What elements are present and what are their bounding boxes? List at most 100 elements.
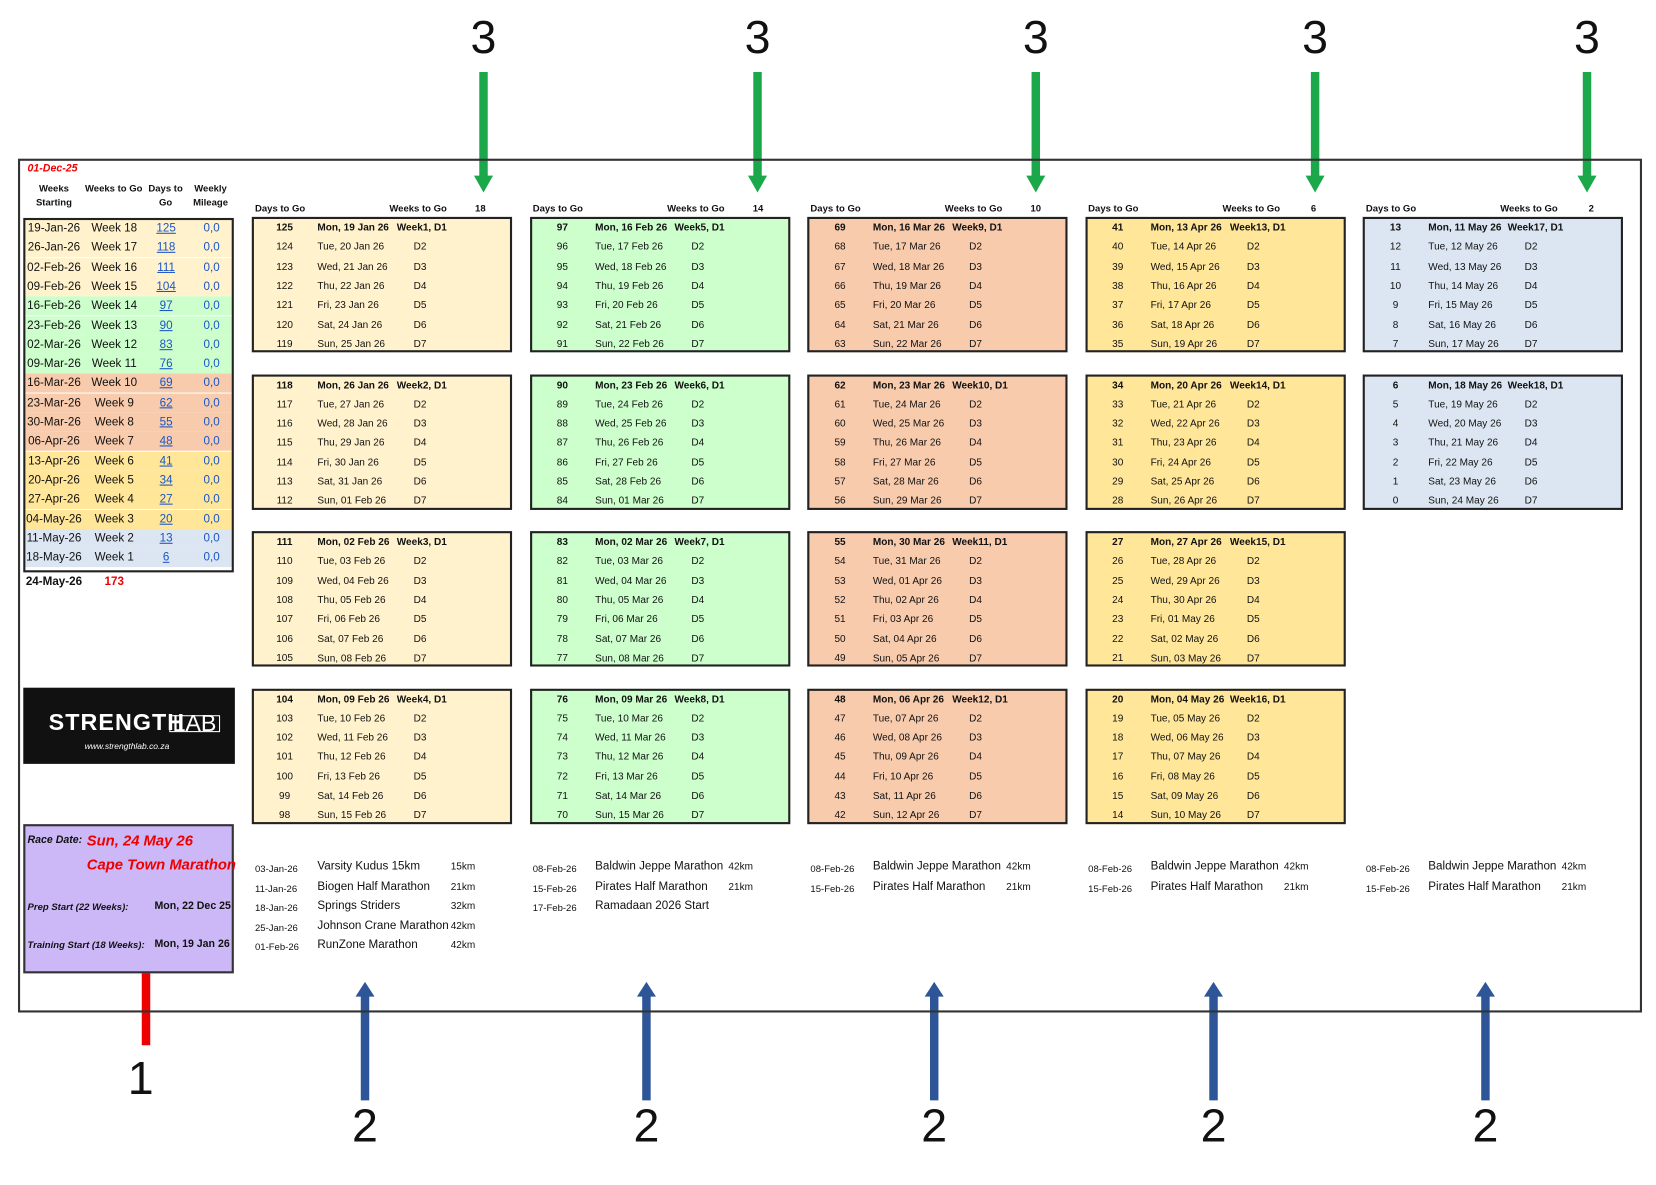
- day-date: Fri, 30 Jan 26: [317, 456, 379, 469]
- days-to-go: 10: [1389, 280, 1402, 292]
- summary-row: [25, 315, 232, 335]
- day-label: D5: [413, 770, 427, 783]
- days-to-go-link: 62: [159, 396, 173, 410]
- day-date: Mon, 02 Mar 26: [595, 536, 668, 549]
- race-list-date: 08-Feb-26: [532, 863, 577, 874]
- day-label: D2: [413, 241, 427, 254]
- day-label: D4: [413, 751, 427, 764]
- days-to-go: 74: [556, 732, 568, 744]
- days-to-go: 12: [1389, 241, 1402, 254]
- week-block: [1362, 374, 1623, 510]
- day-date: Tue, 17 Feb 26: [595, 241, 663, 254]
- days-to-go-link: 6: [162, 551, 170, 565]
- days-to-go: 123: [276, 260, 293, 273]
- days-to-go: 68: [834, 241, 846, 254]
- day-label: D2: [691, 555, 705, 568]
- day-label: D2: [1246, 712, 1260, 725]
- days-to-go: 69: [834, 222, 846, 234]
- days-to-go: 70: [556, 809, 568, 822]
- days-to-go: 100: [276, 770, 293, 783]
- days-to-go: 25: [1112, 575, 1124, 587]
- day-date: Sat, 28 Mar 26: [872, 476, 939, 488]
- day-date: Sat, 02 May 26: [1150, 633, 1219, 645]
- summary-row: [25, 335, 232, 355]
- day-label: D6: [1246, 476, 1260, 488]
- summary-row: [25, 277, 232, 297]
- days-to-go-link: 69: [159, 377, 173, 390]
- day-label: D5: [969, 456, 982, 469]
- days-to-go-link: 111: [157, 260, 175, 274]
- week-start: 27-Apr-26: [28, 493, 80, 506]
- day-date: Fri, 13 Mar 26: [595, 770, 658, 783]
- day-date: Sun, 22 Mar 26: [872, 338, 942, 350]
- week-number: Week 7: [94, 435, 134, 448]
- day-date: Thu, 09 Apr 26: [872, 751, 939, 764]
- weekly-mileage: 0,0: [203, 260, 220, 274]
- summary-table: [23, 217, 234, 573]
- day-date: Sun, 19 Apr 26: [1150, 338, 1218, 350]
- days-to-go-link: 41: [159, 454, 173, 468]
- day-label: D7: [1246, 652, 1260, 665]
- race-list-date: 15-Feb-26: [810, 882, 855, 894]
- days-to-go: 79: [556, 613, 568, 626]
- day-label: D3: [969, 260, 982, 273]
- days-to-go: 16: [1112, 770, 1124, 783]
- day-date: Thu, 12 Feb 26: [317, 751, 386, 764]
- days-to-go: 121: [276, 299, 293, 312]
- days-to-go: 85: [556, 476, 568, 488]
- week-number: Week 16: [91, 260, 138, 274]
- day-date: Tue, 31 Mar 26: [872, 555, 941, 568]
- race-list-date: 08-Feb-26: [810, 863, 855, 874]
- day-date: Thu, 26 Mar 26: [872, 437, 942, 450]
- day-label: D2: [969, 241, 982, 254]
- day-date: Sun, 15 Mar 26: [595, 809, 664, 822]
- days-to-go: 52: [834, 594, 846, 607]
- day-date: Thu, 19 Feb 26: [595, 280, 664, 292]
- week-block: [1362, 216, 1623, 353]
- day-date: Sat, 07 Feb 26: [317, 633, 384, 645]
- weeks-to-go: 6: [1310, 203, 1317, 214]
- week-number: Week 12: [91, 338, 138, 352]
- weeks-header: Weeks to Go: [389, 203, 447, 214]
- logo-name: STRENGTH: [48, 708, 186, 736]
- days-to-go: 111: [276, 536, 293, 549]
- days-to-go: 7: [1392, 338, 1399, 350]
- race-date: Sun, 24 May 26: [86, 831, 193, 849]
- day-label: D5: [969, 770, 982, 783]
- weekly-mileage: 0,0: [203, 241, 220, 255]
- day-date: Thu, 05 Mar 26: [595, 594, 664, 607]
- days-to-go: 88: [556, 418, 568, 430]
- day-label: D6: [413, 633, 427, 645]
- day-label: D6: [413, 790, 427, 802]
- frame: [17, 158, 1643, 1013]
- day-label: D4: [1246, 594, 1260, 607]
- race-list-name: Baldwin Jeppe Marathon: [595, 860, 724, 873]
- day-date: Fri, 27 Mar 26: [872, 456, 936, 469]
- weekly-mileage: 0,0: [203, 377, 220, 390]
- race-list-name: Springs Striders: [317, 899, 401, 912]
- days-to-go: 22: [1112, 633, 1124, 645]
- day-date: Wed, 25 Feb 26: [595, 418, 667, 430]
- day-date: Thu, 12 Mar 26: [595, 751, 664, 764]
- days-to-go: 82: [556, 555, 568, 568]
- day-date: Tue, 24 Mar 26: [872, 398, 941, 411]
- week-start: 11-May-26: [26, 531, 82, 545]
- race-list-distance: 21km: [728, 880, 754, 893]
- day-date: Thu, 14 May 26: [1428, 280, 1499, 292]
- days-to-go: 86: [556, 456, 568, 469]
- days-to-go: 115: [276, 437, 293, 450]
- days-to-go: 59: [834, 437, 846, 450]
- day-date: Wed, 18 Mar 26: [872, 260, 945, 273]
- days-to-go: 23: [1112, 613, 1124, 626]
- days-to-go: 124: [276, 241, 293, 254]
- day-date: Mon, 13 Apr 26: [1150, 222, 1222, 234]
- days-to-go: 117: [276, 398, 293, 411]
- days-to-go: 71: [556, 790, 568, 802]
- race-list-name: Pirates Half Marathon: [872, 879, 986, 893]
- days-to-go: 97: [556, 222, 568, 234]
- race-list-name: Baldwin Jeppe Marathon: [1428, 860, 1557, 873]
- race-list-date: 15-Feb-26: [532, 882, 577, 894]
- day-date: Fri, 03 Apr 26: [872, 613, 934, 626]
- day-date: Sat, 18 Apr 26: [1150, 318, 1215, 331]
- day-label: D6: [413, 318, 427, 331]
